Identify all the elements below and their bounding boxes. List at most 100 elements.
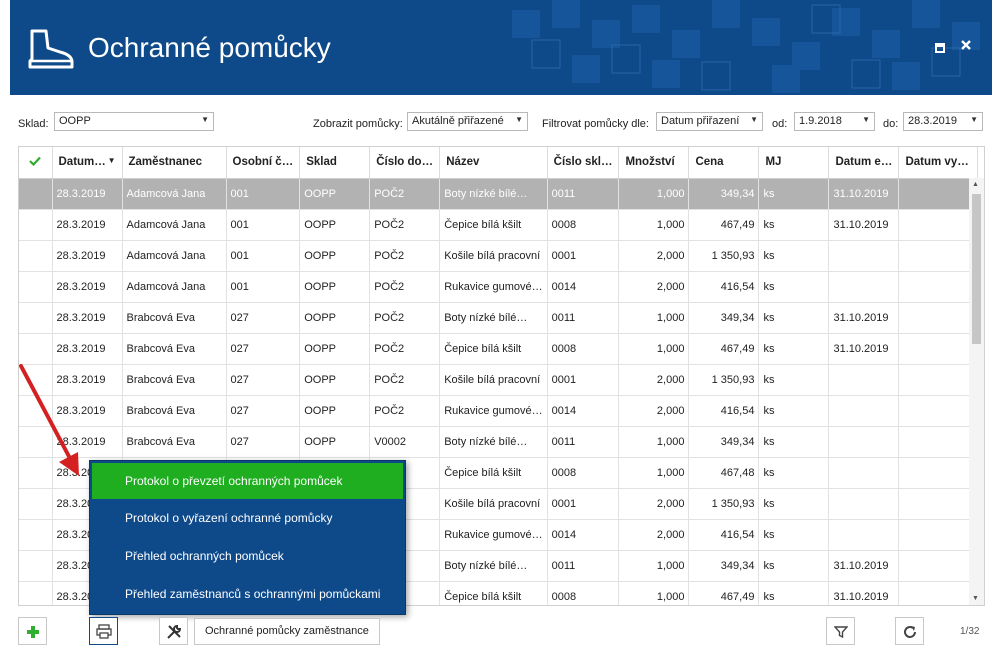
column-header-sklad[interactable]: Sklad (299, 147, 371, 179)
table-cell (828, 271, 900, 303)
column-header-cislo-skladu[interactable]: Číslo skl… (547, 147, 620, 179)
table-cell: 31.10.2019 (828, 209, 900, 241)
menu-item-protokol-vyrazeni[interactable]: Protokol o vyřazení ochranné pomůcky (125, 511, 333, 525)
table-cell: 28.3.2019 (52, 395, 123, 427)
table-cell: OOPP (299, 426, 371, 458)
menu-item-prehled-pomucek[interactable]: Přehled ochranných pomůcek (125, 549, 284, 563)
zobrazit-select[interactable]: Akutálně přiřazené ▼ (407, 112, 528, 131)
table-cell: 1 350,93 (688, 488, 760, 520)
row-checkbox[interactable] (19, 426, 53, 458)
row-checkbox[interactable] (19, 209, 53, 241)
do-date-field[interactable]: 28.3.2019 ▼ (903, 112, 983, 131)
table-cell: 28.3.2019 (52, 240, 123, 272)
table-cell: ks (758, 178, 830, 210)
vertical-scrollbar[interactable]: ▲ ▼ (969, 178, 984, 605)
filtrovat-label: Filtrovat pomůcky dle: (542, 118, 649, 130)
table-cell (898, 457, 979, 489)
row-checkbox[interactable] (19, 333, 53, 365)
row-checkbox[interactable] (19, 488, 53, 520)
table-row[interactable]: 28.3.2019 Adamcová Jana 001 OOPP POČ2 Boty ní… (19, 178, 979, 210)
column-header-osobni-cislo[interactable]: Osobní č… (226, 147, 301, 179)
table-row[interactable]: 28.3.2019 Adamcová Jana 001 OOPP POČ2 Rukavic… (19, 271, 979, 303)
print-button[interactable] (89, 617, 118, 645)
table-cell (898, 209, 979, 241)
od-date-field[interactable]: 1.9.2018 ▼ (794, 112, 875, 131)
filtrovat-value: Datum přiřazení (661, 115, 740, 127)
plus-icon (27, 626, 39, 638)
scroll-down-icon[interactable]: ▼ (972, 595, 979, 602)
table-row[interactable]: 28.3.2019 Brabcová Eva 027 OOPP POČ2 Boty níz… (19, 302, 979, 334)
app-header: Ochranné pomůcky (10, 0, 992, 95)
table-cell (828, 395, 900, 427)
filtrovat-select[interactable]: Datum přiřazení ▼ (656, 112, 763, 131)
row-checkbox[interactable] (19, 302, 53, 334)
menu-item-protokol-prevzeti[interactable]: Protokol o převzetí ochranných pomůcek (92, 463, 403, 499)
row-checkbox[interactable] (19, 519, 53, 551)
table-cell: 31.10.2019 (828, 302, 900, 334)
refresh-button[interactable] (895, 617, 924, 645)
table-cell: 31.10.2019 (828, 333, 900, 365)
scroll-up-icon[interactable]: ▲ (972, 181, 979, 188)
table-cell: 027 (226, 302, 301, 334)
row-checkbox[interactable] (19, 240, 53, 272)
row-checkbox[interactable] (19, 457, 53, 489)
table-row[interactable]: 28.3.2019 Brabcová Eva 027 OOPP POČ2 Košile b… (19, 364, 979, 396)
table-cell: OOPP (299, 209, 371, 241)
column-header-mnozstvi[interactable]: Množství (618, 147, 690, 179)
table-cell (898, 240, 979, 272)
row-checkbox[interactable] (19, 550, 53, 582)
table-row[interactable]: 28.3.2019 Brabcová Eva 027 OOPP POČ2 Čepice b… (19, 333, 979, 365)
column-header-cislo-dokladu[interactable]: Číslo do… (369, 147, 441, 179)
table-row[interactable]: 28.3.2019 Adamcová Jana 001 OOPP POČ2 Čepice … (19, 209, 979, 241)
table-cell: ks (758, 457, 830, 489)
do-label: do: (883, 118, 899, 130)
column-header-mj[interactable]: MJ (758, 147, 830, 179)
table-cell: OOPP (299, 364, 371, 396)
column-header-datum-expirace[interactable]: Datum e… (828, 147, 900, 179)
table-cell: 0008 (547, 457, 620, 489)
table-cell: Rukavice gumové… (439, 519, 548, 551)
sklad-select[interactable]: OOPP ▼ (54, 112, 214, 131)
employee-protective-aids-button[interactable]: Ochranné pomůcky zaměstnance (194, 618, 380, 645)
table-cell: 28.3.2019 (52, 333, 123, 365)
column-header-cena[interactable]: Cena (688, 147, 760, 179)
column-header-zamestnanec[interactable]: Zaměstnanec (122, 147, 227, 179)
table-cell: 001 (226, 240, 301, 272)
table-cell (898, 395, 979, 427)
select-all-checkbox[interactable] (19, 147, 53, 179)
table-cell: ks (758, 519, 830, 551)
scrollbar-thumb[interactable] (972, 194, 981, 344)
table-row[interactable]: 28.3.2019 Adamcová Jana 001 OOPP POČ2 Košile … (19, 240, 979, 272)
table-cell: 1,000 (618, 581, 690, 605)
maximize-icon[interactable] (935, 40, 945, 58)
row-checkbox[interactable] (19, 271, 53, 303)
filter-button[interactable] (826, 617, 855, 645)
row-checkbox[interactable] (19, 581, 53, 605)
table-cell: POČ2 (369, 302, 441, 334)
close-icon[interactable] (960, 38, 972, 56)
table-cell: 001 (226, 178, 301, 210)
table-cell: 1,000 (618, 209, 690, 241)
table-cell: Brabcová Eva (122, 364, 227, 396)
grid-table: Datum… ▼ Zaměstnanec Osobní č… Sklad Čís… (19, 147, 979, 605)
sklad-value: OOPP (59, 115, 91, 127)
table-cell: 467,48 (688, 457, 760, 489)
table-cell: 2,000 (618, 240, 690, 272)
table-row[interactable]: 28.3.2019 Brabcová Eva 027 OOPP POČ2 Rukavice… (19, 395, 979, 427)
column-header-datum[interactable]: Datum… ▼ (52, 147, 123, 179)
add-button[interactable] (18, 617, 47, 645)
column-header-nazev[interactable]: Název (439, 147, 548, 179)
table-cell: 31.10.2019 (828, 550, 900, 582)
table-row[interactable]: 28.3.2019 Brabcová Eva 027 OOPP V0002 Boty ní… (19, 426, 979, 458)
tools-button[interactable] (159, 617, 188, 645)
check-icon (29, 156, 42, 166)
chevron-down-icon: ▼ (515, 115, 523, 124)
table-cell: 001 (226, 271, 301, 303)
table-cell: 1,000 (618, 550, 690, 582)
table-cell (828, 240, 900, 272)
column-header-datum-vyrazeni[interactable]: Datum vy… (898, 147, 979, 179)
table-cell: Rukavice gumové… (439, 395, 548, 427)
menu-item-prehled-zamestnancu[interactable]: Přehled zaměstnanců s ochrannými pomůcka… (125, 587, 381, 601)
table-cell: 2,000 (618, 364, 690, 396)
row-checkbox[interactable] (19, 178, 53, 210)
